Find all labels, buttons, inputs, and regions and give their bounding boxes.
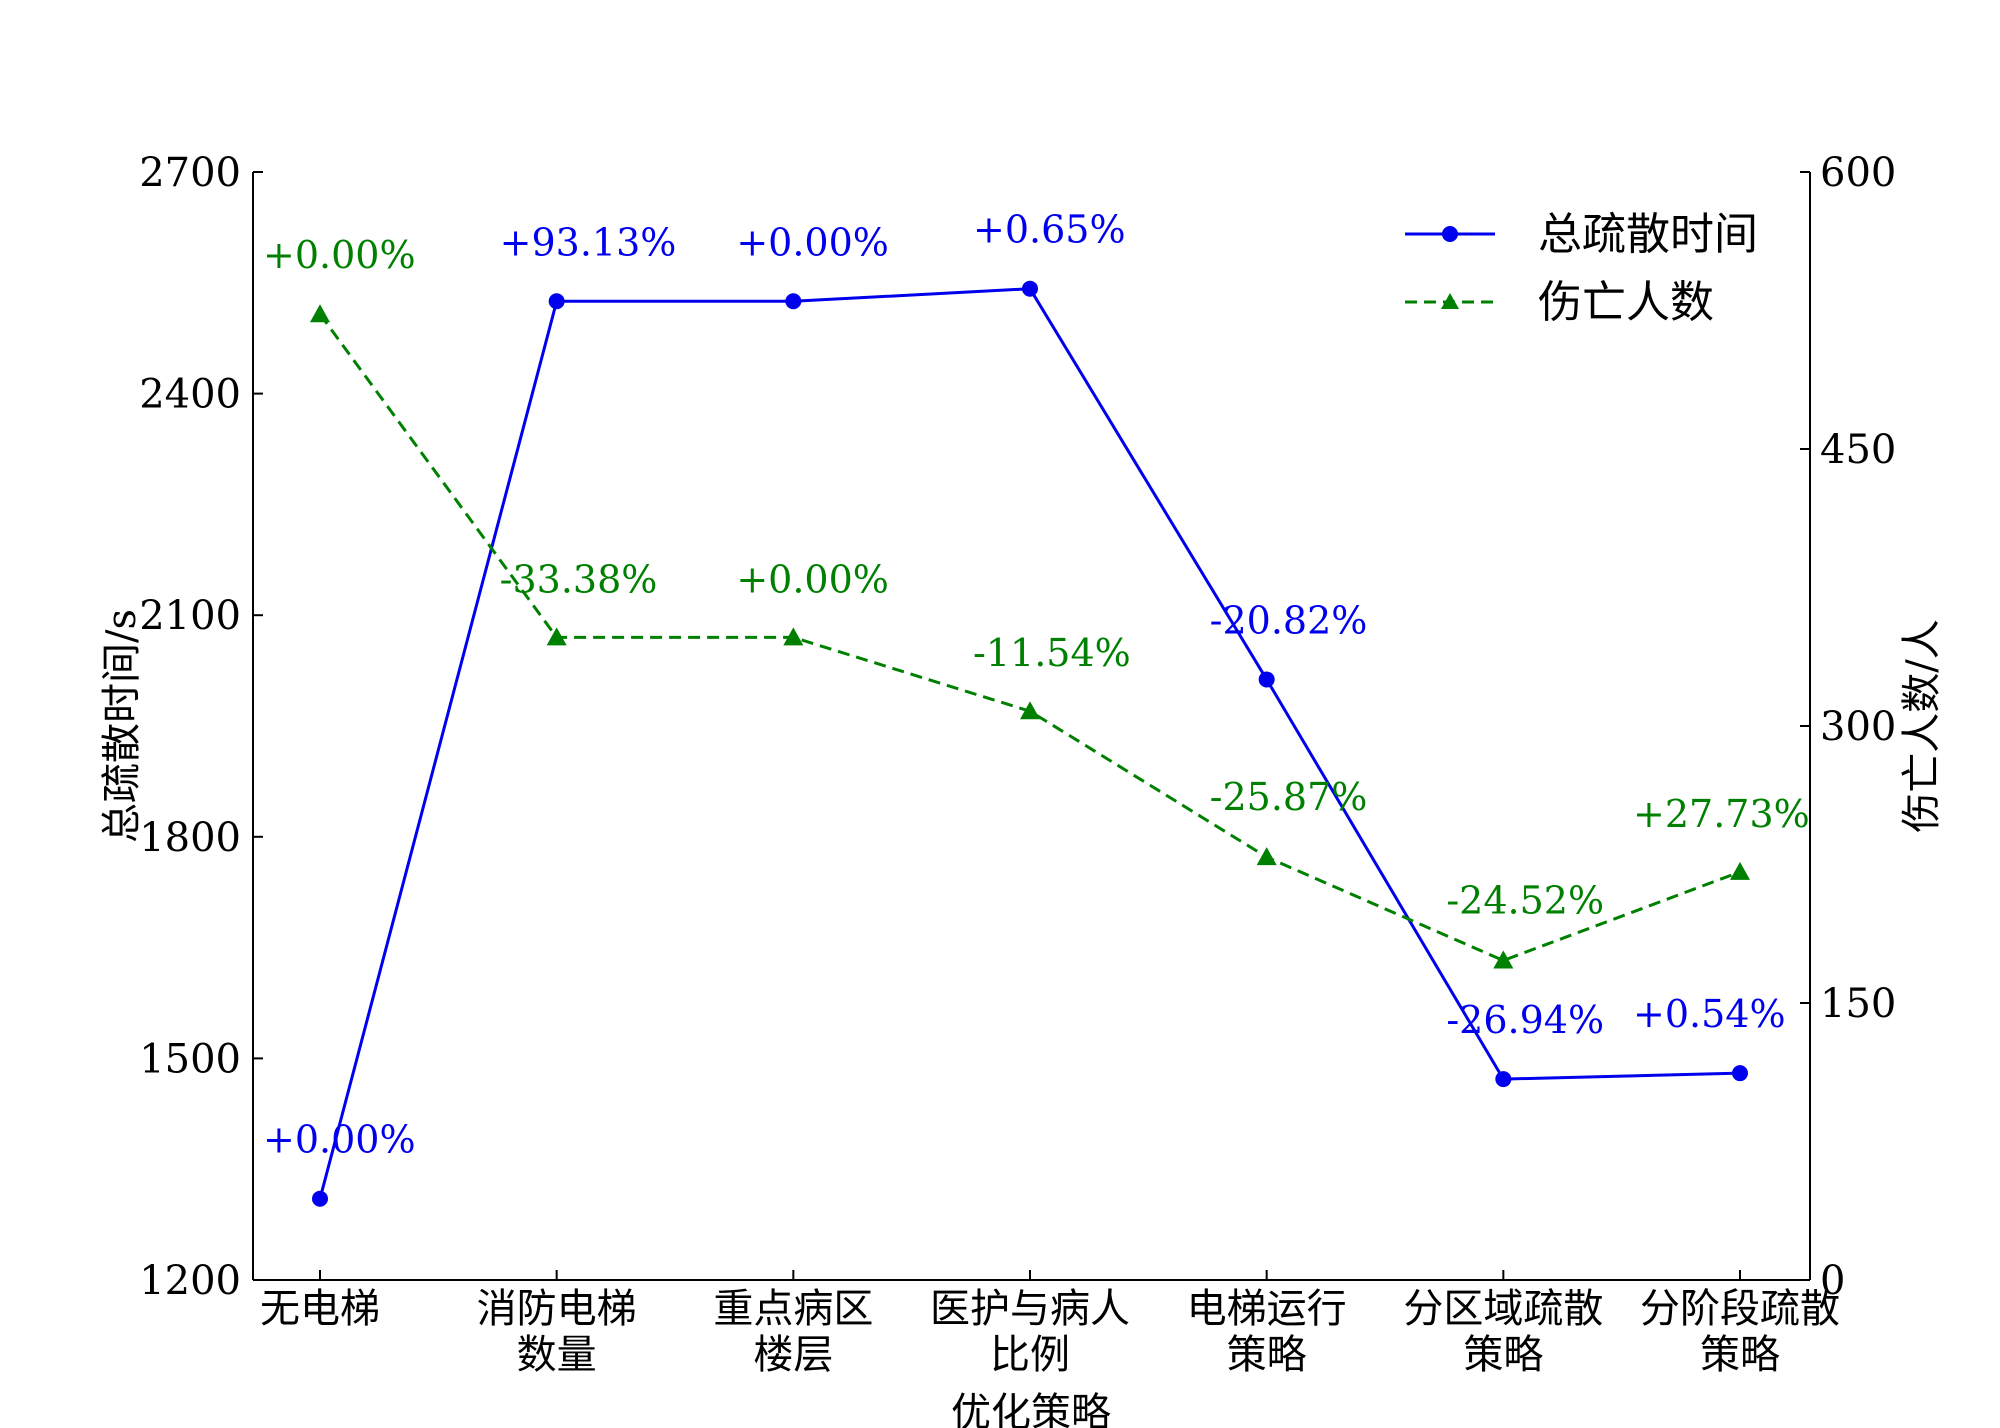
- series-1-data-label: -33.38%: [500, 557, 658, 601]
- x-tick-label: 策略: [1700, 1332, 1780, 1378]
- x-tick-label: 楼层: [753, 1332, 833, 1378]
- x-tick-label: 比例: [990, 1332, 1070, 1378]
- series-1-point: [783, 627, 804, 646]
- series-group: [310, 280, 1750, 1207]
- series-0-point: [785, 293, 802, 310]
- series-0-point: [312, 1190, 328, 1207]
- series-0-point: [1258, 671, 1275, 688]
- series-0-data-label: -26.94%: [1446, 998, 1604, 1042]
- series-1-point: [1493, 950, 1514, 969]
- left-y-tick-label: 1800: [139, 815, 241, 861]
- series-0-point: [1022, 280, 1038, 297]
- legend: 总疏散时间 伤亡人数: [1405, 209, 1758, 328]
- series-line-0: [318, 287, 1741, 1200]
- series-1-point: [1020, 701, 1040, 720]
- right-y-tick-label: 0: [1820, 1258, 1845, 1304]
- series-1-data-label: -11.54%: [973, 631, 1131, 675]
- legend-marker-evac-time: [1442, 226, 1458, 242]
- series-1-point: [546, 627, 567, 646]
- series-1-point: [310, 304, 330, 323]
- left-y-tick-label: 2700: [139, 150, 241, 196]
- right-y-axis-title: 伤亡人数/人: [1899, 619, 1945, 832]
- series-1-data-label: +27.73%: [1633, 792, 1810, 836]
- axes-group: [252, 172, 1811, 1281]
- series-1-data-label: +0.00%: [263, 233, 416, 277]
- series-0-data-label: +0.00%: [736, 220, 889, 264]
- legend-label-evac-time: 总疏散时间: [1538, 209, 1758, 260]
- right-y-tick-label: 300: [1820, 704, 1896, 750]
- series-0-data-label: +0.65%: [973, 208, 1126, 252]
- x-tick-label: 策略: [1463, 1332, 1543, 1378]
- series-0-point: [1732, 1065, 1748, 1082]
- series-0-data-label: +0.54%: [1633, 992, 1786, 1036]
- x-tick-label: 重点病区: [713, 1286, 873, 1332]
- data-labels-group: +0.00% +93.13% +0.00% +0.65% -20.82% -26.94% +…: [263, 208, 1810, 1162]
- left-y-tick-label: 1200: [139, 1258, 241, 1304]
- series-0-data-label: -20.82%: [1210, 598, 1368, 642]
- series-1-point: [1256, 847, 1277, 866]
- x-tick-label: 策略: [1227, 1332, 1307, 1378]
- series-0-data-label: +0.00%: [263, 1118, 416, 1162]
- right-y-tick-label: 450: [1820, 427, 1896, 473]
- x-tick-label: 分阶段疏散: [1640, 1286, 1840, 1332]
- series-0-data-label: +93.13%: [500, 220, 677, 264]
- left-y-axis-title: 总疏散时间/s: [99, 609, 145, 843]
- series-1-data-label: -25.87%: [1210, 775, 1368, 819]
- series-0-point: [548, 293, 565, 310]
- right-y-tick-label: 150: [1820, 981, 1896, 1027]
- series-1-point: [1730, 861, 1750, 880]
- left-y-tick-label: 2100: [139, 593, 241, 639]
- series-1-data-label: +0.00%: [736, 557, 889, 601]
- x-axis-title: 优化策略: [951, 1390, 1111, 1428]
- left-y-tick-label: 1500: [139, 1036, 241, 1082]
- legend-marker-casualties: [1441, 293, 1459, 309]
- x-tick-label: 无电梯: [260, 1286, 380, 1332]
- x-tick-label: 消防电梯: [477, 1286, 637, 1332]
- x-tick-label: 分区域疏散: [1403, 1286, 1603, 1332]
- left-y-tick-label: 2400: [139, 372, 241, 418]
- series-1-data-label: -24.52%: [1446, 879, 1604, 923]
- x-tick-label: 医护与病人: [930, 1286, 1130, 1332]
- x-tick-label: 电梯运行: [1187, 1286, 1347, 1332]
- x-tick-label: 数量: [517, 1332, 597, 1378]
- right-y-tick-label: 600: [1820, 150, 1896, 196]
- legend-label-casualties: 伤亡人数: [1538, 277, 1714, 328]
- series-0-point: [1495, 1071, 1512, 1088]
- ticks-group: 1200 1500 1800 2100 2400 2700 0 150 300 450 600 无电梯…: [139, 150, 1896, 1378]
